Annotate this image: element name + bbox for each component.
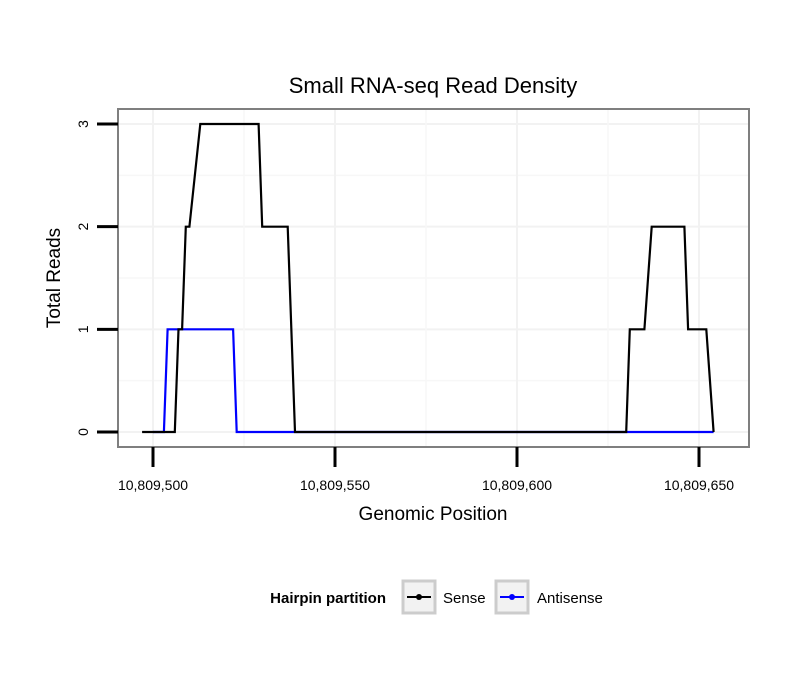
legend-dot-antisense [509,594,515,600]
legend-label-antisense: Antisense [537,590,603,607]
x-tick-label: 10,809,650 [664,477,734,493]
legend-label-sense: Sense [443,590,486,607]
series-layer [142,122,715,434]
legend: Hairpin partition Sense Antisense [270,579,603,615]
legend-dot-sense [416,594,422,600]
x-axis-title: Genomic Position [359,504,508,525]
y-tick-label: 1 [75,325,91,333]
series-line-sense [142,122,715,434]
x-tick-label: 10,809,550 [300,477,370,493]
x-tick-label: 10,809,600 [482,477,552,493]
y-axis-title: Total Reads [44,228,65,328]
y-tick-label: 2 [75,223,91,231]
plot-border [117,108,750,448]
legend-title: Hairpin partition [270,590,386,607]
gridlines [118,109,749,447]
y-axis: 0 1 2 3 [75,120,118,436]
x-tick-label: 10,809,500 [118,477,188,493]
x-axis: 10,809,500 10,809,550 10,809,600 10,809,650 [118,447,734,493]
chart-title: Small RNA-seq Read Density [289,73,578,98]
y-tick-label: 0 [75,428,91,436]
y-tick-label: 3 [75,120,91,128]
